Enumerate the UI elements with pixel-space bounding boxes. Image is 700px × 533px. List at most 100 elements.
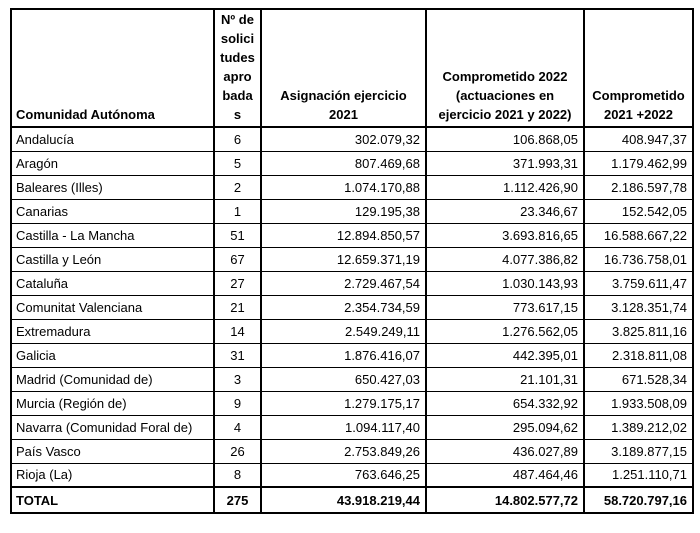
cell: País Vasco — [10, 438, 215, 464]
cell: 1.251.110,71 — [583, 462, 694, 488]
header-comunidad-autonoma: Comunidad Autónoma — [10, 8, 215, 128]
cell: 67 — [213, 246, 262, 272]
cell: 2.354.734,59 — [260, 294, 427, 320]
cell: 106.868,05 — [425, 126, 585, 152]
cell: 12.894.850,57 — [260, 222, 427, 248]
cell: 671.528,34 — [583, 366, 694, 392]
cell: 773.617,15 — [425, 294, 585, 320]
cell: 14 — [213, 318, 262, 344]
cell: 9 — [213, 390, 262, 416]
table-row: Canarias 1 129.195,38 23.346,67 152.542,05 — [10, 198, 694, 224]
cell: 371.993,31 — [425, 150, 585, 176]
cell: 5 — [213, 150, 262, 176]
cell: 295.094,62 — [425, 414, 585, 440]
cell: 2.186.597,78 — [583, 174, 694, 200]
header-asignacion-2021: Asignación ejercicio 2021 — [260, 8, 427, 128]
header-row: Comunidad Autónoma Nº de solici tudes ap… — [10, 8, 694, 128]
cell: Canarias — [10, 198, 215, 224]
cell: Castilla y León — [10, 246, 215, 272]
cell: 1.179.462,99 — [583, 150, 694, 176]
cell: 23.346,67 — [425, 198, 585, 224]
funding-table: Comunidad Autónoma Nº de solici tudes ap… — [10, 8, 694, 514]
header-num-solicitudes: Nº de solici tudes apro bada s — [213, 8, 262, 128]
cell: 650.427,03 — [260, 366, 427, 392]
cell: 152.542,05 — [583, 198, 694, 224]
cell: 3.189.877,15 — [583, 438, 694, 464]
table-body: Andalucía 6 302.079,32 106.868,05 408.947,37… — [10, 126, 694, 488]
cell: 1.876.416,07 — [260, 342, 427, 368]
cell: 1.933.508,09 — [583, 390, 694, 416]
cell: 6 — [213, 126, 262, 152]
cell: 31 — [213, 342, 262, 368]
total-asignacion: 43.918.219,44 — [260, 486, 427, 514]
table-row: Rioja (La) 8 763.646,25 487.464,46 1.251.110… — [10, 462, 694, 488]
cell: 4.077.386,82 — [425, 246, 585, 272]
total-comprometido-2021-2022: 58.720.797,16 — [583, 486, 694, 514]
table-row: Madrid (Comunidad de) 3 650.427,03 21.101,3… — [10, 366, 694, 392]
cell: Cataluña — [10, 270, 215, 296]
cell: Rioja (La) — [10, 462, 215, 488]
cell: 302.079,32 — [260, 126, 427, 152]
total-solicitudes: 275 — [213, 486, 262, 514]
cell: 487.464,46 — [425, 462, 585, 488]
total-row: TOTAL 275 43.918.219,44 14.802.577,72 58… — [10, 486, 694, 514]
header-comprometido-2022: Comprometido 2022 (actuaciones en ejerci… — [425, 8, 585, 128]
table-row: País Vasco 26 2.753.849,26 436.027,89 3.189.… — [10, 438, 694, 464]
cell: Madrid (Comunidad de) — [10, 366, 215, 392]
table-row: Comunitat Valenciana 21 2.354.734,59 773.61… — [10, 294, 694, 320]
table-row: Galicia 31 1.876.416,07 442.395,01 2.318.811… — [10, 342, 694, 368]
cell: 8 — [213, 462, 262, 488]
table-row: Andalucía 6 302.079,32 106.868,05 408.947,37 — [10, 126, 694, 152]
cell: 27 — [213, 270, 262, 296]
cell: 2.318.811,08 — [583, 342, 694, 368]
cell: 2.549.249,11 — [260, 318, 427, 344]
cell: 1 — [213, 198, 262, 224]
cell: Aragón — [10, 150, 215, 176]
cell: Murcia (Región de) — [10, 390, 215, 416]
cell: 1.074.170,88 — [260, 174, 427, 200]
cell: Comunitat Valenciana — [10, 294, 215, 320]
cell: 129.195,38 — [260, 198, 427, 224]
table-row: Murcia (Región de) 9 1.279.175,17 654.332,9… — [10, 390, 694, 416]
cell: 436.027,89 — [425, 438, 585, 464]
table-row: Aragón 5 807.469,68 371.993,31 1.179.462,99 — [10, 150, 694, 176]
cell: 763.646,25 — [260, 462, 427, 488]
cell: 3.128.351,74 — [583, 294, 694, 320]
cell: 2 — [213, 174, 262, 200]
table-row: Castilla - La Mancha 51 12.894.850,57 3.693… — [10, 222, 694, 248]
header-comprometido-2021-2022: Comprometido 2021 +2022 — [583, 8, 694, 128]
cell: 1.276.562,05 — [425, 318, 585, 344]
cell: 3.825.811,16 — [583, 318, 694, 344]
cell: 1.389.212,02 — [583, 414, 694, 440]
table-header: Comunidad Autónoma Nº de solici tudes ap… — [10, 8, 694, 128]
cell: 3.693.816,65 — [425, 222, 585, 248]
cell: 408.947,37 — [583, 126, 694, 152]
table-row: Cataluña 27 2.729.467,54 1.030.143,93 3.759.… — [10, 270, 694, 296]
cell: Baleares (Illes) — [10, 174, 215, 200]
cell: 1.112.426,90 — [425, 174, 585, 200]
cell: 4 — [213, 414, 262, 440]
cell: 3.759.611,47 — [583, 270, 694, 296]
cell: 1.094.117,40 — [260, 414, 427, 440]
cell: 12.659.371,19 — [260, 246, 427, 272]
cell: 26 — [213, 438, 262, 464]
cell: 3 — [213, 366, 262, 392]
cell: 16.588.667,22 — [583, 222, 694, 248]
cell: 2.753.849,26 — [260, 438, 427, 464]
cell: Andalucía — [10, 126, 215, 152]
cell: 2.729.467,54 — [260, 270, 427, 296]
cell: 21 — [213, 294, 262, 320]
total-comprometido-2022: 14.802.577,72 — [425, 486, 585, 514]
cell: Navarra (Comunidad Foral de) — [10, 414, 215, 440]
cell: 807.469,68 — [260, 150, 427, 176]
table-row: Extremadura 14 2.549.249,11 1.276.562,05 3.8… — [10, 318, 694, 344]
table-row: Baleares (Illes) 2 1.074.170,88 1.112.426,9… — [10, 174, 694, 200]
funding-table-container: Comunidad Autónoma Nº de solici tudes ap… — [10, 8, 694, 514]
table-footer: TOTAL 275 43.918.219,44 14.802.577,72 58… — [10, 486, 694, 514]
cell: 442.395,01 — [425, 342, 585, 368]
cell: 21.101,31 — [425, 366, 585, 392]
total-label: TOTAL — [10, 486, 215, 514]
cell: 51 — [213, 222, 262, 248]
cell: Extremadura — [10, 318, 215, 344]
cell: 1.279.175,17 — [260, 390, 427, 416]
